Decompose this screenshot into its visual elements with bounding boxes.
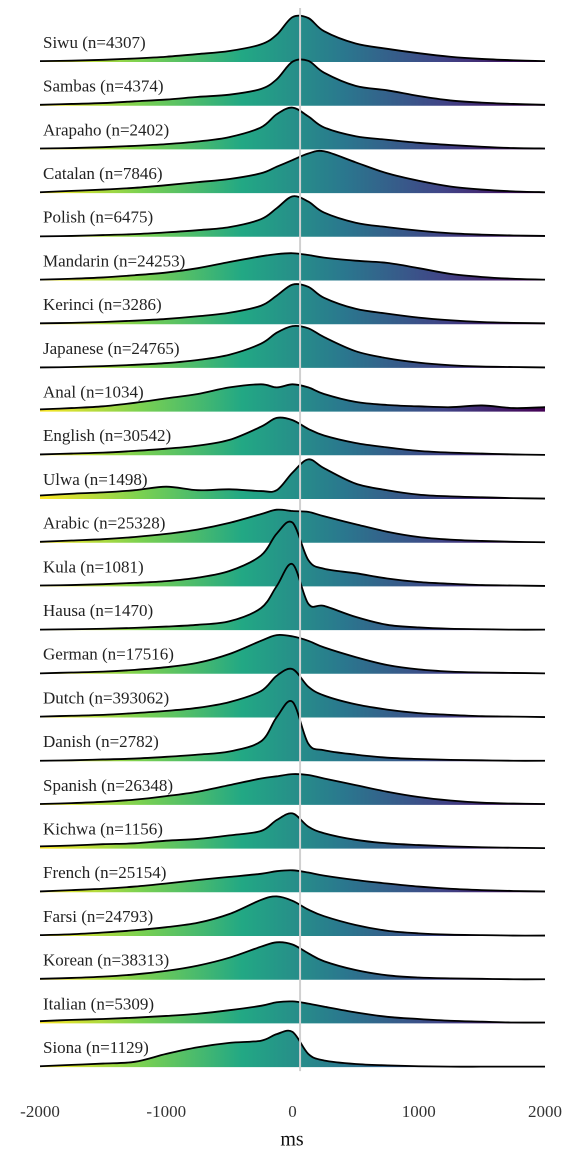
ridge-line	[39, 633, 546, 675]
ridge-area	[40, 521, 545, 587]
ridge-area	[40, 813, 545, 849]
ridge-label: Mandarin (n=24253)	[43, 251, 185, 270]
ridge-area	[40, 668, 545, 718]
ridge-line	[39, 324, 546, 369]
ridge-area	[40, 417, 545, 456]
ridge-line	[39, 941, 546, 981]
ridge-label: French (n=25154)	[43, 863, 166, 882]
ridge-label: Anal (n=1034)	[43, 383, 144, 402]
ridge-line	[39, 700, 546, 762]
ridge-line	[39, 58, 546, 106]
ridge-line	[39, 563, 546, 631]
x-tick-label: -2000	[20, 1102, 60, 1121]
ridge-line	[39, 1029, 545, 1068]
ridge-label: Siwu (n=4307)	[43, 33, 146, 52]
ridge-label: German (n=17516)	[43, 645, 174, 664]
ridge-area	[40, 196, 545, 237]
x-tick-label: 2000	[528, 1102, 562, 1121]
ridge-line	[39, 14, 546, 63]
ridge-label: Italian (n=5309)	[43, 994, 154, 1013]
ridge-label: Farsi (n=24793)	[43, 907, 153, 926]
ridge-label: Spanish (n=26348)	[43, 776, 173, 795]
ridge-label: Japanese (n=24765)	[43, 339, 180, 358]
ridge-line	[39, 283, 546, 325]
ridge-line	[39, 869, 546, 893]
ridge-label: Polish (n=6475)	[43, 208, 153, 227]
ridge-line	[39, 149, 546, 194]
ridge-area	[40, 896, 545, 936]
ridge-label: Sambas (n=4374)	[43, 77, 164, 96]
ridge-area	[40, 700, 545, 762]
ridge-label: Arabic (n=25328)	[43, 514, 165, 533]
ridge-area	[40, 384, 545, 412]
ridge-area	[40, 150, 545, 194]
ridge-area	[40, 325, 545, 368]
ridge-area	[40, 1030, 545, 1068]
ridge-line	[39, 458, 546, 500]
ridge-line	[39, 812, 546, 850]
ridge-label: Siona (n=1129)	[43, 1038, 149, 1057]
x-tick-label: 0	[288, 1102, 297, 1121]
x-tick-label: -1000	[146, 1102, 186, 1121]
ridge-label: Dutch (n=393062)	[43, 688, 169, 707]
ridge-area	[40, 459, 545, 499]
ridge-label: English (n=30542)	[43, 426, 171, 445]
ridge-line	[39, 252, 546, 281]
ridge-label: Hausa (n=1470)	[43, 601, 153, 620]
ridge-area	[40, 59, 545, 106]
ridge-area	[40, 284, 545, 325]
ridge-label: Kula (n=1081)	[43, 557, 144, 576]
ridge-label: Korean (n=38313)	[43, 951, 169, 970]
ridge-area	[40, 942, 545, 980]
ridge-label: Catalan (n=7846)	[43, 164, 163, 183]
ridge-line	[39, 106, 546, 150]
ridge-area	[40, 107, 545, 150]
ridge-area	[40, 253, 545, 281]
ridge-line	[39, 383, 546, 411]
x-axis-title: ms	[280, 1129, 304, 1151]
ridge-line	[39, 895, 546, 937]
ridge-area	[40, 15, 545, 62]
ridge-label: Ulwa (n=1498)	[43, 470, 147, 489]
ridge-area	[40, 634, 545, 674]
ridge-label: Kerinci (n=3286)	[43, 295, 162, 314]
ridge-label: Kichwa (n=1156)	[43, 820, 163, 839]
ridge-line	[39, 195, 546, 238]
ridge-line	[39, 1000, 546, 1024]
ridge-label: Danish (n=2782)	[43, 732, 159, 751]
ridge-label: Arapaho (n=2402)	[43, 120, 169, 139]
x-tick-label: 1000	[402, 1102, 436, 1121]
ridge-area	[40, 1001, 545, 1024]
ridge-line	[39, 667, 546, 718]
ridge-line	[39, 508, 546, 544]
ridge-line	[39, 520, 546, 587]
ridge-area	[40, 563, 545, 631]
ridge-line	[39, 416, 546, 456]
ridge-line	[39, 773, 546, 805]
